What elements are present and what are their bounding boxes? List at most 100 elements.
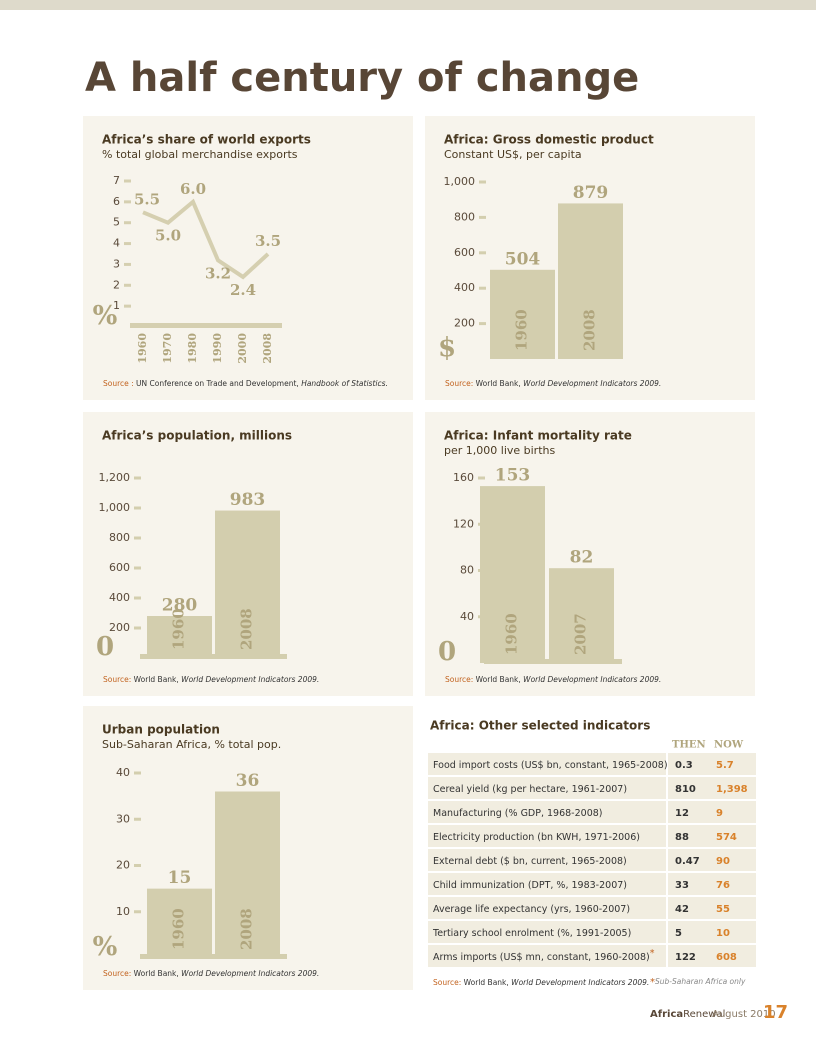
now-value: 10 xyxy=(716,928,730,939)
then-value: 33 xyxy=(675,880,689,891)
chart-panel: Africa’s population, millions 200 400 600 80… xyxy=(83,412,413,696)
then-value: 810 xyxy=(675,784,696,795)
table-row xyxy=(428,921,756,943)
row-label-text: Food import costs (US$ bn, constant, 196… xyxy=(433,760,668,771)
value-label: 983 xyxy=(230,490,266,510)
value-label: 879 xyxy=(573,183,609,203)
x-tick-label: 2000 xyxy=(236,333,249,364)
row-label: Cereal yield (kg per hectare, 1961-2007) xyxy=(433,784,627,795)
category-label: 2008 xyxy=(238,608,256,650)
source-text: World Bank, xyxy=(461,978,511,987)
chart-subtitle: % total global merchandise exports xyxy=(102,148,298,161)
bar xyxy=(215,791,280,958)
page-title: A half century of change xyxy=(85,55,639,101)
y-tick-label: 1,000 xyxy=(444,175,476,188)
source-text: World Bank, xyxy=(473,379,523,388)
source-title: World Development Indicators 2009. xyxy=(511,978,649,987)
value-label: 153 xyxy=(495,466,531,486)
y-tick-label: 400 xyxy=(109,591,130,604)
row-note: * xyxy=(650,948,655,959)
y-tick-label: 1 xyxy=(113,299,120,312)
y-tick-label: 1,200 xyxy=(99,471,131,484)
source-label: Source: xyxy=(103,675,131,684)
bar xyxy=(490,269,555,359)
footnote-mark: * xyxy=(650,977,655,988)
table-row xyxy=(428,849,756,871)
now-value: 1,398 xyxy=(716,784,748,795)
row-label-text: Average life expectancy (yrs, 1960-2007) xyxy=(433,904,630,915)
source-title: World Development Indicators 2009. xyxy=(181,675,319,684)
y-tick-label: 160 xyxy=(453,471,474,484)
chart-subtitle: Constant US$, per capita xyxy=(444,148,582,161)
source-text: World Bank, xyxy=(131,675,181,684)
brand-a: Africa xyxy=(650,1009,683,1020)
y-tick-label: 20 xyxy=(116,859,130,872)
y-tick-label: 4 xyxy=(113,237,120,250)
x-tick-label: 2008 xyxy=(261,333,274,364)
source: Source : UN Conference on Trade and Deve… xyxy=(103,379,388,388)
source: Source: World Bank, World Development In… xyxy=(445,675,661,684)
row-label: Tertiary school enrolment (%, 1991-2005) xyxy=(432,928,631,939)
y-tick-label: 5 xyxy=(113,216,120,229)
x-tick-label: 1990 xyxy=(211,333,224,364)
bar xyxy=(215,510,280,658)
y-tick-label: 3 xyxy=(113,257,120,270)
baseline xyxy=(140,654,287,659)
value-label: 280 xyxy=(162,596,198,616)
chart-title: Africa: Gross domestic product xyxy=(444,133,654,147)
now-value: 608 xyxy=(716,952,737,963)
now-value: 9 xyxy=(716,808,723,819)
y-tick-label: 200 xyxy=(454,317,475,330)
then-value: 88 xyxy=(675,832,689,843)
source-text: World Bank, xyxy=(131,969,181,978)
source-label: Source: xyxy=(433,978,461,987)
brand: AfricaRenewal xyxy=(650,1009,725,1020)
then-value: 42 xyxy=(675,904,689,915)
now-value: 574 xyxy=(716,832,737,843)
table: Africa: Other selected indicators THEN NOW… xyxy=(428,719,756,988)
value-label: 5.0 xyxy=(155,227,181,245)
row-label: Electricity production (bn KWH, 1971-200… xyxy=(433,832,640,843)
origin-label: $ xyxy=(438,333,456,363)
then-value: 0.47 xyxy=(675,856,700,867)
then-value: 122 xyxy=(675,952,696,963)
row-label: Arms imports (US$ mn, constant, 1960-200… xyxy=(433,948,655,963)
y-tick-label: 10 xyxy=(116,905,130,918)
y-tick-label: 2 xyxy=(113,278,120,291)
source-label: Source : xyxy=(103,379,134,388)
value-label: 2.4 xyxy=(230,281,256,299)
top-band xyxy=(0,0,816,10)
source-label: Source: xyxy=(445,675,473,684)
value-label: 3.5 xyxy=(255,232,281,250)
origin-label: % xyxy=(93,301,118,331)
row-label-text: External debt ($ bn, current, 1965-2008) xyxy=(433,856,627,867)
now-value: 55 xyxy=(716,904,730,915)
now-value: 5.7 xyxy=(716,760,734,771)
y-tick-label: 120 xyxy=(453,517,474,530)
origin-label: 0 xyxy=(96,632,114,662)
source-text: UN Conference on Trade and Development, xyxy=(134,379,302,388)
then-value: 0.3 xyxy=(675,760,693,771)
y-tick-label: 600 xyxy=(109,561,130,574)
chart-title: Urban population xyxy=(102,723,220,737)
source-text: World Bank, xyxy=(473,675,523,684)
y-tick-label: 800 xyxy=(454,210,475,223)
value-label: 5.5 xyxy=(134,190,160,208)
row-label-text: Manufacturing (% GDP, 1968-2008) xyxy=(433,808,603,819)
baseline xyxy=(140,954,287,959)
source: Source: World Bank, World Development In… xyxy=(433,978,649,987)
source-title: World Development Indicators 2009. xyxy=(523,675,661,684)
source-title: World Development Indicators 2009. xyxy=(523,379,661,388)
panel-bg xyxy=(83,116,413,400)
charts: Africa’s share of world exports% total g… xyxy=(83,116,755,990)
category-label: 2008 xyxy=(238,908,256,950)
category-label: 2007 xyxy=(572,613,590,655)
table-row xyxy=(428,801,756,823)
value-label: 15 xyxy=(168,868,192,888)
chart-panel: Africa’s share of world exports% total g… xyxy=(83,116,413,400)
bar xyxy=(549,568,614,663)
source-title: Handbook of Statistics. xyxy=(301,379,388,388)
